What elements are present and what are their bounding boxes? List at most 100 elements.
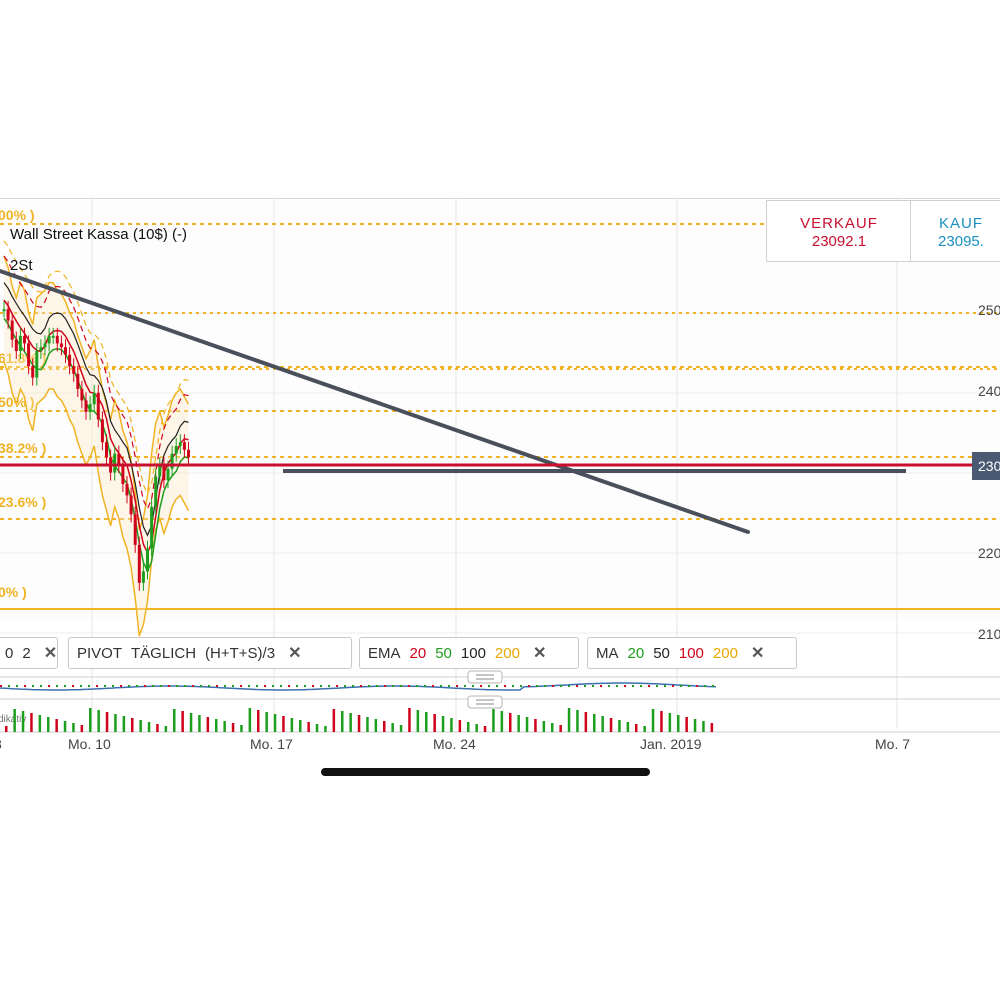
oscillator-dot: [624, 685, 626, 687]
candle-body: [88, 404, 92, 412]
volume-bar: [483, 726, 487, 732]
ma-100-line: [3, 255, 189, 511]
volume-bar: [450, 718, 453, 732]
candle-body: [2, 309, 6, 312]
ema-20-line: [3, 299, 189, 555]
volume-bar: [551, 723, 554, 732]
pivot-indicator-chip[interactable]: PIVOT TÄGLICH (H+T+S)/3 ✕: [68, 637, 352, 669]
oscillator-dot: [32, 685, 34, 687]
x-tick-label: Mo. 17: [250, 736, 293, 752]
oscillator-dot: [560, 685, 562, 687]
ema-period-200: 200: [494, 644, 520, 662]
volume-bar: [72, 723, 75, 732]
oscillator-dot: [296, 685, 298, 687]
volume-bar: [500, 711, 504, 732]
volume-bar: [105, 712, 109, 732]
ema-indicator-chip[interactable]: EMA 20 50 100 200 ✕: [359, 637, 579, 669]
ema-period-100: 100: [460, 644, 486, 662]
oscillator-dot: [80, 685, 82, 687]
oscillator-dot: [592, 685, 594, 687]
close-icon[interactable]: ✕: [750, 645, 765, 662]
volume-bar: [122, 716, 126, 732]
oscillator-dot: [376, 685, 378, 687]
volume-bar: [635, 724, 638, 732]
oscillator-dot: [632, 685, 634, 687]
sell-button[interactable]: VERKAUF 23092.1: [766, 200, 912, 262]
oscillator-dot: [504, 685, 506, 687]
oscillator-dot: [64, 685, 66, 687]
oscillator-dot: [480, 685, 482, 687]
chart-frame: 00% ) 61.8% ) 50% ) 38.2% ) 23.6% ) 0% ) Wall …: [0, 198, 1000, 791]
volume-bar: [660, 711, 663, 732]
volume-bar: [5, 726, 8, 732]
volume-bar: [206, 717, 210, 732]
close-icon[interactable]: ✕: [288, 645, 302, 662]
volume-bar: [425, 712, 428, 732]
oscillator-dot: [112, 685, 114, 687]
y-tick-label: 210: [978, 626, 1000, 642]
oscillator-dot: [288, 685, 290, 687]
chart-period: 2St: [10, 257, 33, 274]
volume-bar: [21, 711, 25, 732]
price-chart[interactable]: 00% )61.8% )50% )38.2% )23.6% )0% )Wall …: [0, 199, 1000, 791]
oscillator-dot: [256, 685, 258, 687]
volume-bar: [458, 720, 462, 732]
buy-button[interactable]: KAUF 23095.: [910, 200, 1000, 262]
oscillator-dot: [168, 685, 170, 687]
fib-level-label: 0% ): [0, 584, 27, 600]
ma-50-line: [3, 282, 189, 537]
candle-body: [137, 544, 141, 583]
volume-bar: [189, 713, 193, 732]
oscillator-dot: [216, 685, 218, 687]
oscillator-dot: [136, 685, 138, 687]
candle-body: [166, 468, 170, 481]
oscillator-dot: [472, 685, 474, 687]
oscillator-dot: [104, 685, 106, 687]
home-indicator-bar[interactable]: [321, 768, 650, 776]
candle-body: [113, 453, 117, 473]
ma-indicator-chip[interactable]: MA 20 50 100 200 ✕: [587, 637, 797, 669]
volume-bar: [97, 710, 100, 732]
close-icon[interactable]: ✕: [532, 645, 547, 662]
volume-bar: [383, 721, 386, 732]
volume-bar: [593, 714, 596, 732]
oscillator-dot: [512, 685, 514, 687]
oscillator-dot: [16, 685, 18, 687]
candle-body: [31, 366, 35, 378]
volume-bar: [391, 723, 394, 732]
x-tick-label: Mo. 7: [875, 736, 911, 752]
oscillator-dot: [208, 685, 210, 687]
pane-resize-handle[interactable]: [467, 695, 503, 709]
ema-50-line: [3, 317, 189, 573]
volume-bar: [315, 724, 319, 732]
oscillator-dot: [576, 685, 578, 687]
oscillator-dot: [608, 685, 610, 687]
indicator-chip-1[interactable]: 0 2 ✕: [0, 637, 58, 669]
x-tick-label: Jan. 2019: [640, 736, 702, 752]
oscillator-dot: [272, 685, 274, 687]
volume-bar: [626, 722, 630, 732]
volume-bar: [576, 710, 579, 732]
candle-body: [35, 351, 39, 378]
oscillator-dot: [368, 685, 370, 687]
volume-bar: [299, 720, 302, 732]
oscillator-dot: [392, 685, 394, 687]
candle-body: [105, 442, 108, 458]
sell-label: VERKAUF: [800, 215, 878, 232]
subpanel-label: dikativ: [0, 714, 26, 725]
oscillator-dot: [584, 685, 586, 687]
oscillator-dot: [264, 685, 266, 687]
oscillator-dot: [88, 685, 90, 687]
close-icon[interactable]: ✕: [43, 645, 58, 662]
pane-resize-handle[interactable]: [467, 670, 503, 684]
oscillator-dot: [688, 685, 690, 687]
volume-bar: [492, 709, 495, 732]
candle-body: [129, 495, 133, 515]
fib-level-label: 61.8% ): [0, 350, 46, 366]
chip1-value-b: 2: [22, 644, 31, 662]
sell-price: 23092.1: [811, 233, 867, 250]
volume-bar: [290, 718, 294, 732]
oscillator-dot: [200, 685, 202, 687]
oscillator-dot: [432, 685, 434, 687]
volume-bar: [114, 714, 117, 732]
